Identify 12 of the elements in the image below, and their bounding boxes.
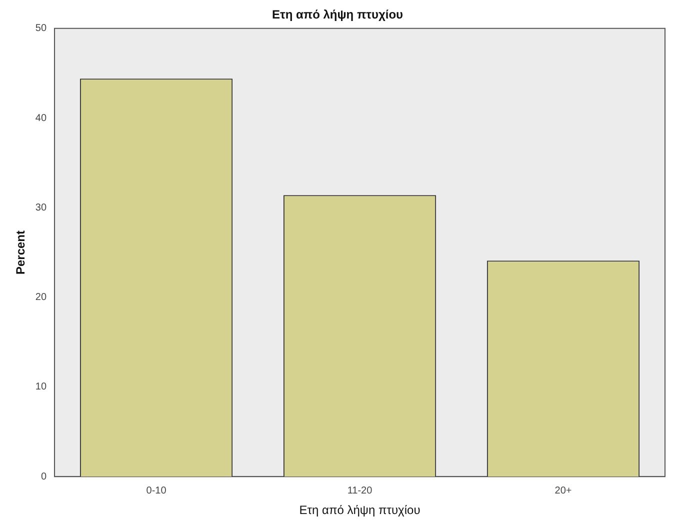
y-tick-label: 20 — [35, 292, 47, 304]
x-tick-label: 20+ — [554, 485, 572, 496]
y-axis-title: Percent — [14, 230, 28, 275]
x-tick-label: 0-10 — [146, 485, 167, 496]
x-tick-label: 11-20 — [347, 485, 373, 496]
y-tick-label: 40 — [35, 112, 47, 124]
y-tick-label: 50 — [35, 23, 47, 34]
y-tick-label: 10 — [35, 382, 47, 393]
x-axis-title: Ετη από λήψη πτυχίου — [299, 503, 420, 518]
y-tick-label: 30 — [35, 202, 47, 214]
chart-title: Ετη από λήψη πτυχίου — [272, 8, 404, 22]
y-tick-label: 0 — [40, 471, 47, 482]
